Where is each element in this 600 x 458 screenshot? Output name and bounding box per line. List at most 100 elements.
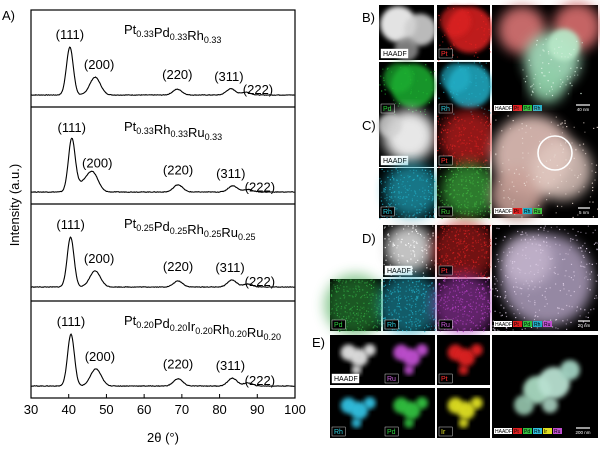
signal-pixel [377, 322, 379, 324]
signal-pixel [596, 126, 598, 128]
signal-pixel [452, 304, 454, 306]
particle-signal [383, 63, 414, 93]
signal-pixel [528, 272, 530, 274]
signal-pixel [542, 275, 545, 277]
signal-pixel [419, 203, 421, 205]
signal-pixel [469, 181, 471, 183]
signal-pixel [411, 231, 413, 233]
signal-pixel [338, 316, 340, 318]
signal-pixel [510, 260, 512, 262]
signal-pixel [462, 308, 464, 310]
signal-pixel [472, 206, 474, 208]
signal-pixel [475, 44, 477, 46]
peak-label: (222) [245, 373, 275, 388]
signal-pixel [545, 38, 547, 40]
signal-pixel [458, 248, 460, 250]
map-tile-pt: Pt [437, 5, 493, 62]
signal-pixel [541, 72, 543, 74]
signal-pixel [452, 176, 454, 178]
composition-element: Ir [187, 319, 196, 334]
signal-pixel [366, 296, 368, 298]
signal-pixel [393, 309, 396, 311]
signal-pixel [466, 279, 468, 281]
signal-pixel [439, 19, 442, 21]
signal-pixel [474, 229, 476, 231]
signal-pixel [565, 142, 567, 144]
signal-pixel [548, 138, 550, 140]
peak-label: (220) [163, 259, 193, 274]
particle-signal [378, 113, 402, 138]
signal-pixel [458, 280, 461, 282]
signal-pixel [485, 23, 487, 25]
signal-pixel [484, 296, 486, 298]
signal-pixel [373, 281, 375, 284]
signal-pixel [330, 294, 333, 297]
signal-pixel [412, 242, 414, 244]
signal-pixel [580, 173, 582, 175]
signal-pixel [444, 285, 446, 287]
signal-pixel [433, 179, 435, 181]
signal-pixel [483, 192, 485, 194]
signal-pixel [550, 226, 552, 229]
signal-pixel [409, 314, 411, 316]
signal-pixel [398, 302, 400, 305]
signal-pixel [417, 212, 419, 214]
signal-pixel [398, 313, 400, 315]
signal-pixel [453, 290, 455, 292]
map-tile-rh: Rh [377, 273, 441, 337]
signal-pixel [448, 225, 450, 227]
signal-pixel [455, 234, 457, 236]
signal-pixel [476, 311, 478, 313]
signal-pixel [375, 316, 377, 318]
peak-label: (220) [163, 357, 193, 372]
signal-pixel [546, 245, 548, 247]
signal-pixel [353, 320, 355, 322]
signal-pixel [581, 250, 583, 252]
signal-pixel [453, 118, 455, 120]
signal-pixel [573, 157, 575, 159]
signal-pixel [559, 86, 561, 88]
signal-pixel [455, 118, 457, 120]
x-tick-label: 70 [175, 402, 189, 417]
signal-pixel [455, 193, 457, 195]
signal-pixel [460, 298, 462, 300]
signal-pixel [550, 133, 552, 135]
signal-pixel [384, 197, 386, 199]
signal-pixel [589, 251, 591, 253]
signal-pixel [527, 242, 529, 244]
signal-pixel [420, 235, 422, 237]
signal-pixel [457, 120, 459, 122]
signal-pixel [431, 242, 433, 245]
signal-pixel [375, 311, 377, 313]
signal-pixel [550, 86, 553, 88]
signal-pixel [335, 290, 337, 292]
signal-pixel [427, 198, 429, 200]
signal-pixel [382, 68, 384, 70]
scale-bar-label: 20 nm [578, 323, 591, 328]
signal-pixel [431, 200, 433, 202]
signal-pixel [483, 330, 485, 332]
signal-pixel [561, 308, 563, 310]
signal-pixel [422, 317, 424, 320]
signal-pixel [460, 309, 462, 311]
signal-pixel [503, 236, 506, 238]
overlay-legend-chip [523, 105, 532, 111]
signal-pixel [485, 171, 487, 173]
signal-pixel [415, 193, 417, 195]
signal-pixel [410, 93, 412, 95]
signal-pixel [394, 309, 396, 311]
signal-pixel [431, 282, 433, 284]
signal-pixel [410, 79, 412, 81]
signal-pixel [462, 153, 464, 155]
signal-pixel [462, 248, 464, 250]
signal-pixel [452, 295, 454, 298]
signal-pixel [421, 205, 423, 207]
map-tile-haadf: HAADF [330, 335, 383, 385]
signal-pixel [452, 173, 455, 175]
signal-pixel [446, 240, 448, 242]
signal-pixel [459, 291, 461, 294]
signal-pixel [429, 216, 431, 218]
signal-pixel [592, 201, 594, 203]
signal-pixel [393, 279, 395, 281]
signal-pixel [400, 67, 402, 69]
